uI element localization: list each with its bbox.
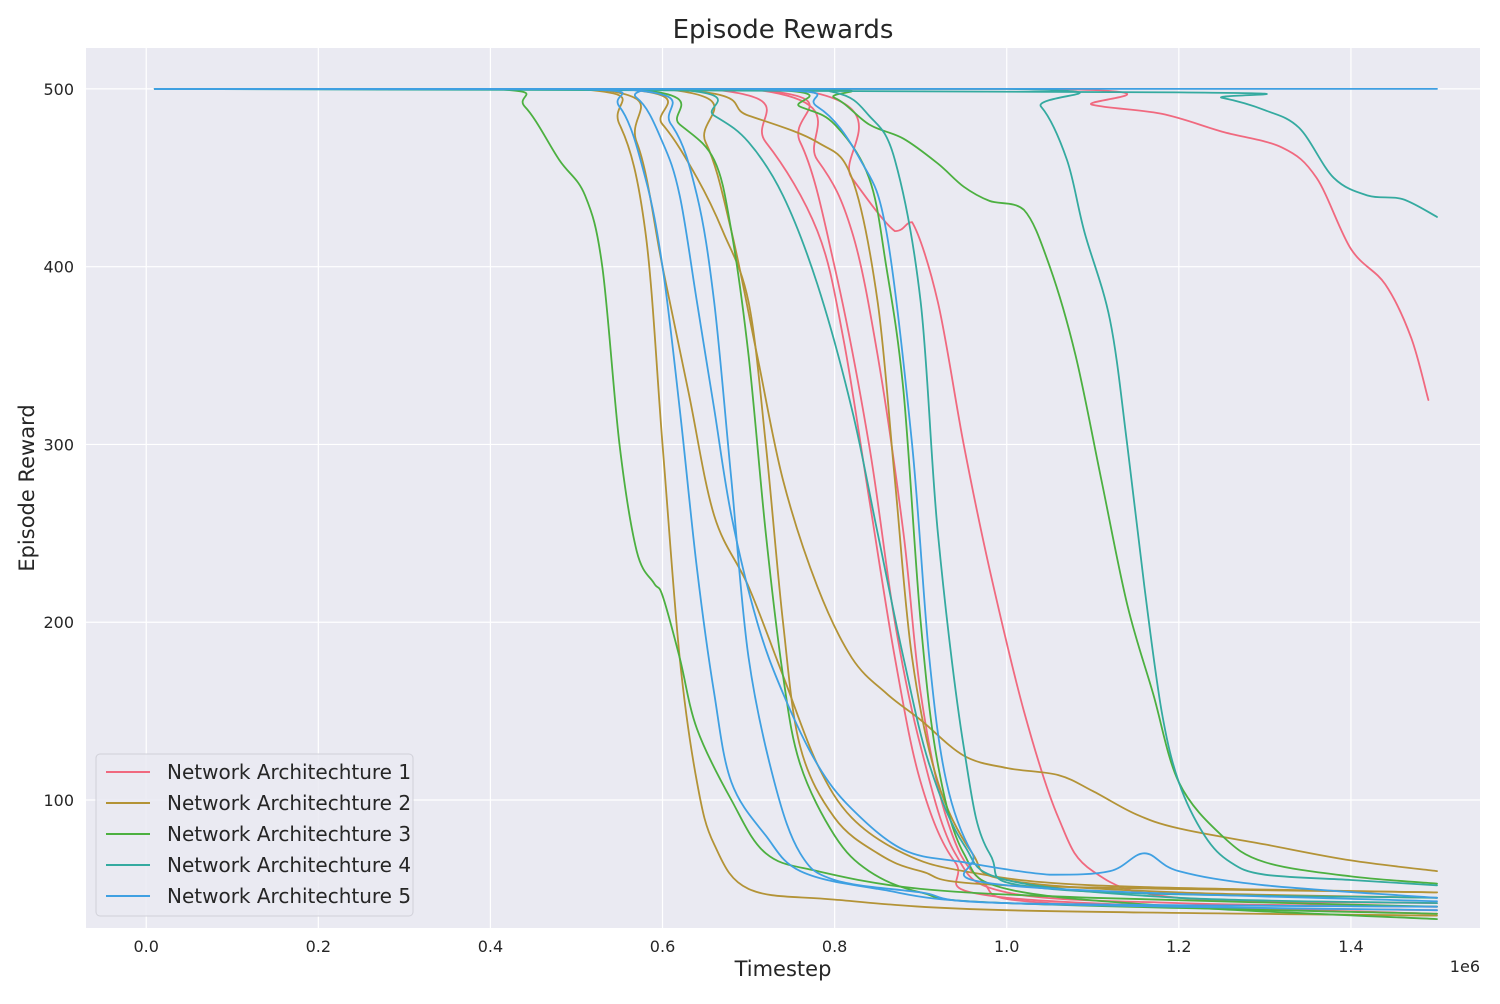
legend-box bbox=[95, 753, 414, 917]
x-tick-label: 1.4 bbox=[1338, 937, 1363, 956]
series-5-run-3-line bbox=[153, 87, 1438, 908]
legend-label-5: Network Architechture 5 bbox=[167, 884, 411, 908]
legend-label-3: Network Architechture 3 bbox=[167, 822, 411, 846]
legend-label-1: Network Architechture 1 bbox=[167, 760, 411, 784]
x-tick-label: 0.0 bbox=[134, 937, 159, 956]
series-2-run-3-line bbox=[153, 87, 1438, 872]
series-3-run-3-line bbox=[153, 87, 1438, 885]
series-5 bbox=[153, 87, 1438, 912]
series-3-run-2-line bbox=[153, 87, 1438, 915]
chart-title: Episode Rewards bbox=[673, 15, 894, 45]
series-4-run-3-line bbox=[153, 88, 1438, 218]
series-5-run-1-line bbox=[153, 87, 1438, 912]
series-4-run-1-line bbox=[153, 87, 1438, 904]
x-tick-label: 0.6 bbox=[650, 937, 675, 956]
y-tick-label: 200 bbox=[43, 613, 74, 632]
series-3 bbox=[153, 87, 1438, 920]
series-5-run-2-line bbox=[153, 87, 1438, 899]
series-3-run-1-line bbox=[153, 87, 1438, 908]
legend-label-2: Network Architechture 2 bbox=[167, 791, 411, 815]
y-tick-label: 400 bbox=[43, 258, 74, 277]
x-tick-label: 0.4 bbox=[478, 937, 503, 956]
y-tick-labels: 100 200 300 400 500 bbox=[43, 80, 74, 810]
x-axis-offset-label: 1e6 bbox=[1450, 957, 1480, 976]
x-tick-label: 0.2 bbox=[306, 937, 331, 956]
series-lines bbox=[153, 87, 1438, 920]
legend-label-4: Network Architechture 4 bbox=[167, 853, 411, 877]
x-axis-label: Timestep bbox=[734, 957, 832, 981]
x-tick-labels: 0.0 0.2 0.4 0.6 0.8 1.0 1.2 1.4 bbox=[134, 937, 1364, 956]
y-axis-label: Episode Reward bbox=[15, 404, 39, 571]
x-tick-label: 1.0 bbox=[994, 937, 1019, 956]
series-2-run-5-line bbox=[153, 87, 1438, 899]
series-2-run-4-line bbox=[153, 87, 1438, 894]
legend: Network Architechture 1 Network Architech… bbox=[95, 753, 414, 917]
y-tick-label: 500 bbox=[43, 80, 74, 99]
x-tick-label: 0.8 bbox=[822, 937, 847, 956]
y-tick-label: 100 bbox=[43, 791, 74, 810]
y-tick-label: 300 bbox=[43, 435, 74, 454]
x-tick-label: 1.2 bbox=[1166, 937, 1191, 956]
